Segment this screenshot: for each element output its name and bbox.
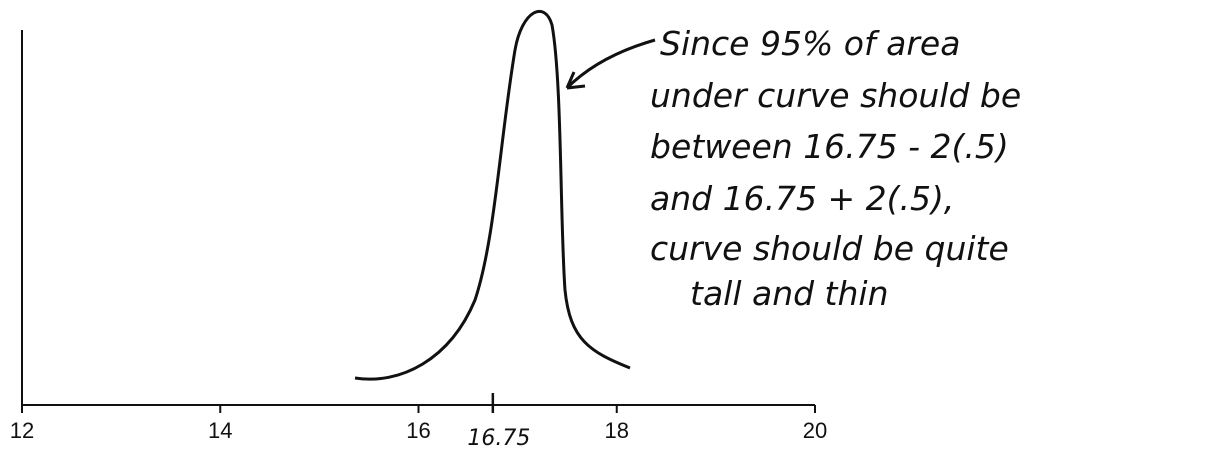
annotation-line: curve should be quite <box>650 229 1009 268</box>
annotation-line: between 16.75 - 2(.5) <box>650 127 1009 166</box>
x-tick-label: 14 <box>208 418 232 443</box>
annotation-line: and 16.75 + 2(.5), <box>650 179 954 218</box>
x-tick-label: 20 <box>803 418 827 443</box>
chart: 12 14 16 18 20 16.75 Since 95% of area under cu… <box>0 0 1218 453</box>
sketched-curve <box>355 11 630 379</box>
annotation-line: under curve should be <box>650 76 1021 115</box>
arrow <box>567 40 655 88</box>
x-tick-label: 12 <box>10 418 34 443</box>
annotation-line: tall and thin <box>690 274 889 313</box>
annotation-line: Since 95% of area <box>660 24 960 63</box>
x-tick-label: 16 <box>406 418 430 443</box>
x-tick-label: 18 <box>605 418 629 443</box>
marker-label: 16.75 <box>467 426 530 451</box>
